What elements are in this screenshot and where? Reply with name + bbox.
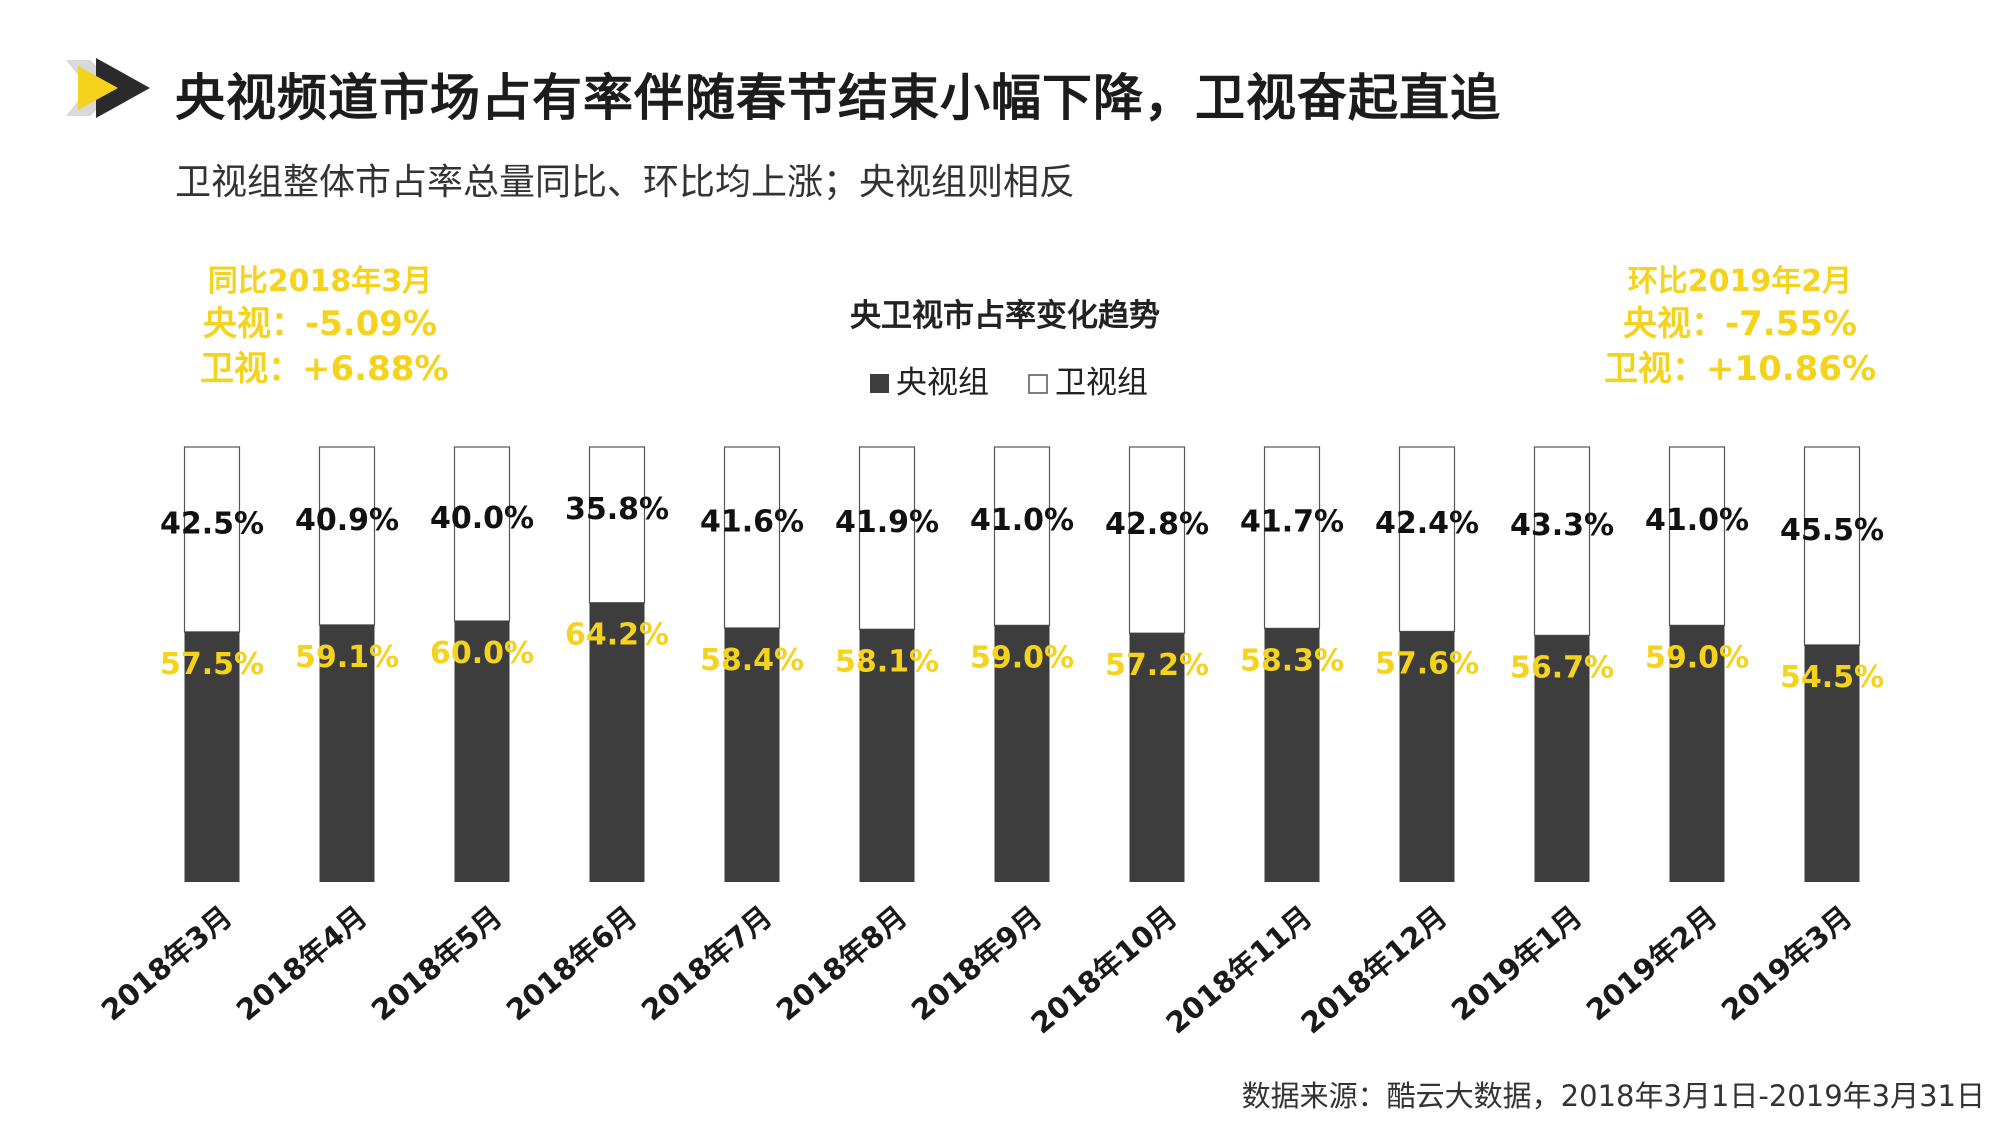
label-cctv-6: 58.1% xyxy=(835,644,939,679)
yoy-heading: 同比2018年3月 xyxy=(207,264,433,299)
label-satellite-8: 42.8% xyxy=(1105,507,1209,542)
mom-heading: 环比2019年2月 xyxy=(1627,264,1853,299)
label-cctv-12: 59.0% xyxy=(1645,640,1749,675)
mom-comparison: 环比2019年2月 央视：-7.55% 卫视：+10.86% xyxy=(1600,262,1880,392)
x-tick-label-8: 2018年10月 xyxy=(1024,899,1183,1040)
bar-satellite-4 xyxy=(588,446,646,604)
bar-cctv-5 xyxy=(724,627,780,882)
label-cctv-10: 57.6% xyxy=(1375,646,1479,681)
legend-swatch-satellite xyxy=(1028,374,1048,394)
bar-cctv-1 xyxy=(184,631,240,882)
x-tick-label-7: 2018年9月 xyxy=(905,899,1049,1027)
label-cctv-3: 60.0% xyxy=(430,636,534,671)
bar-cctv-9 xyxy=(1264,628,1320,882)
bar-satellite-2 xyxy=(318,446,376,626)
label-satellite-3: 40.0% xyxy=(430,501,534,536)
source-note: 数据来源：酷云大数据，2018年3月1日-2019年3月31日 xyxy=(1241,1079,1985,1113)
chart-title: 央卫视市占率变化趋势 xyxy=(850,298,1160,334)
bar-series: 42.5% 57.5% 40.9% 59.1% 40.0% 60.0% 35.8% 64.2%… xyxy=(160,446,1884,882)
bar-cctv-13 xyxy=(1804,644,1860,882)
bar-cctv-10 xyxy=(1399,631,1455,882)
x-tick-label-4: 2018年6月 xyxy=(500,899,644,1027)
x-tick-label-9: 2018年11月 xyxy=(1159,899,1318,1040)
x-tick-label-5: 2018年7月 xyxy=(635,899,779,1027)
label-satellite-13: 45.5% xyxy=(1780,513,1884,548)
label-cctv-5: 58.4% xyxy=(700,643,804,678)
bar-satellite-1 xyxy=(183,446,241,633)
bar-satellite-5 xyxy=(723,446,781,629)
label-satellite-9: 41.7% xyxy=(1240,505,1344,540)
label-satellite-2: 40.9% xyxy=(295,503,399,538)
x-tick-label-3: 2018年5月 xyxy=(365,899,509,1027)
bar-cctv-11 xyxy=(1534,635,1590,882)
label-satellite-4: 35.8% xyxy=(565,492,669,527)
page-subtitle: 卫视组整体市占率总量同比、环比均上涨；央视组则相反 xyxy=(175,162,1076,203)
x-axis-tick-labels: 2018年3月2018年4月2018年5月2018年6月2018年7月2018年… xyxy=(95,899,1859,1040)
bar-cctv-3 xyxy=(454,621,510,882)
yoy-cctv-change: 央视：-5.09% xyxy=(202,304,438,344)
bar-cctv-2 xyxy=(319,624,375,882)
label-satellite-11: 43.3% xyxy=(1510,508,1614,543)
x-tick-label-13: 2019年3月 xyxy=(1715,899,1859,1027)
chart-legend: 央视组 卫视组 xyxy=(870,365,1148,401)
x-tick-label-2: 2018年4月 xyxy=(230,899,374,1027)
label-cctv-11: 56.7% xyxy=(1510,650,1614,685)
label-cctv-7: 59.0% xyxy=(970,640,1074,675)
label-cctv-4: 64.2% xyxy=(565,618,669,653)
bar-satellite-7 xyxy=(993,446,1051,626)
page-title: 央视频道市场占有率伴随春节结束小幅下降，卫视奋起直追 xyxy=(175,69,1501,127)
bar-cctv-4 xyxy=(589,602,645,882)
bar-cctv-8 xyxy=(1129,633,1185,882)
legend-label-cctv: 央视组 xyxy=(896,365,989,401)
logo-play-icon xyxy=(66,58,150,118)
x-tick-label-12: 2019年2月 xyxy=(1580,899,1724,1027)
x-tick-label-10: 2018年12月 xyxy=(1294,899,1453,1040)
yoy-comparison: 同比2018年3月 央视：-5.09% 卫视：+6.88% xyxy=(200,262,449,392)
bar-cctv-6 xyxy=(859,629,915,882)
x-tick-label-1: 2018年3月 xyxy=(95,899,239,1027)
bar-satellite-8 xyxy=(1128,446,1186,634)
bar-satellite-9 xyxy=(1263,446,1321,629)
bar-satellite-6 xyxy=(858,446,916,630)
mom-satellite-change: 卫视：+10.86% xyxy=(1603,349,1877,389)
label-satellite-6: 41.9% xyxy=(835,505,939,540)
bar-satellite-10 xyxy=(1398,446,1456,633)
label-cctv-9: 58.3% xyxy=(1240,643,1344,678)
yoy-satellite-change: 卫视：+6.88% xyxy=(200,349,449,389)
label-cctv-13: 54.5% xyxy=(1780,660,1884,695)
legend-swatch-cctv xyxy=(870,374,889,393)
mom-cctv-change: 央视：-7.55% xyxy=(1622,304,1858,344)
label-satellite-7: 41.0% xyxy=(970,503,1074,538)
label-satellite-10: 42.4% xyxy=(1375,506,1479,541)
x-tick-label-6: 2018年8月 xyxy=(770,899,914,1027)
bar-cctv-12 xyxy=(1669,625,1725,882)
label-satellite-1: 42.5% xyxy=(160,506,264,541)
legend-label-satellite: 卫视组 xyxy=(1055,365,1148,401)
label-cctv-2: 59.1% xyxy=(295,640,399,675)
x-tick-label-11: 2019年1月 xyxy=(1445,899,1589,1027)
label-satellite-12: 41.0% xyxy=(1645,503,1749,538)
label-cctv-1: 57.5% xyxy=(160,647,264,682)
bar-cctv-7 xyxy=(994,625,1050,882)
label-satellite-5: 41.6% xyxy=(700,504,804,539)
label-cctv-8: 57.2% xyxy=(1105,648,1209,683)
